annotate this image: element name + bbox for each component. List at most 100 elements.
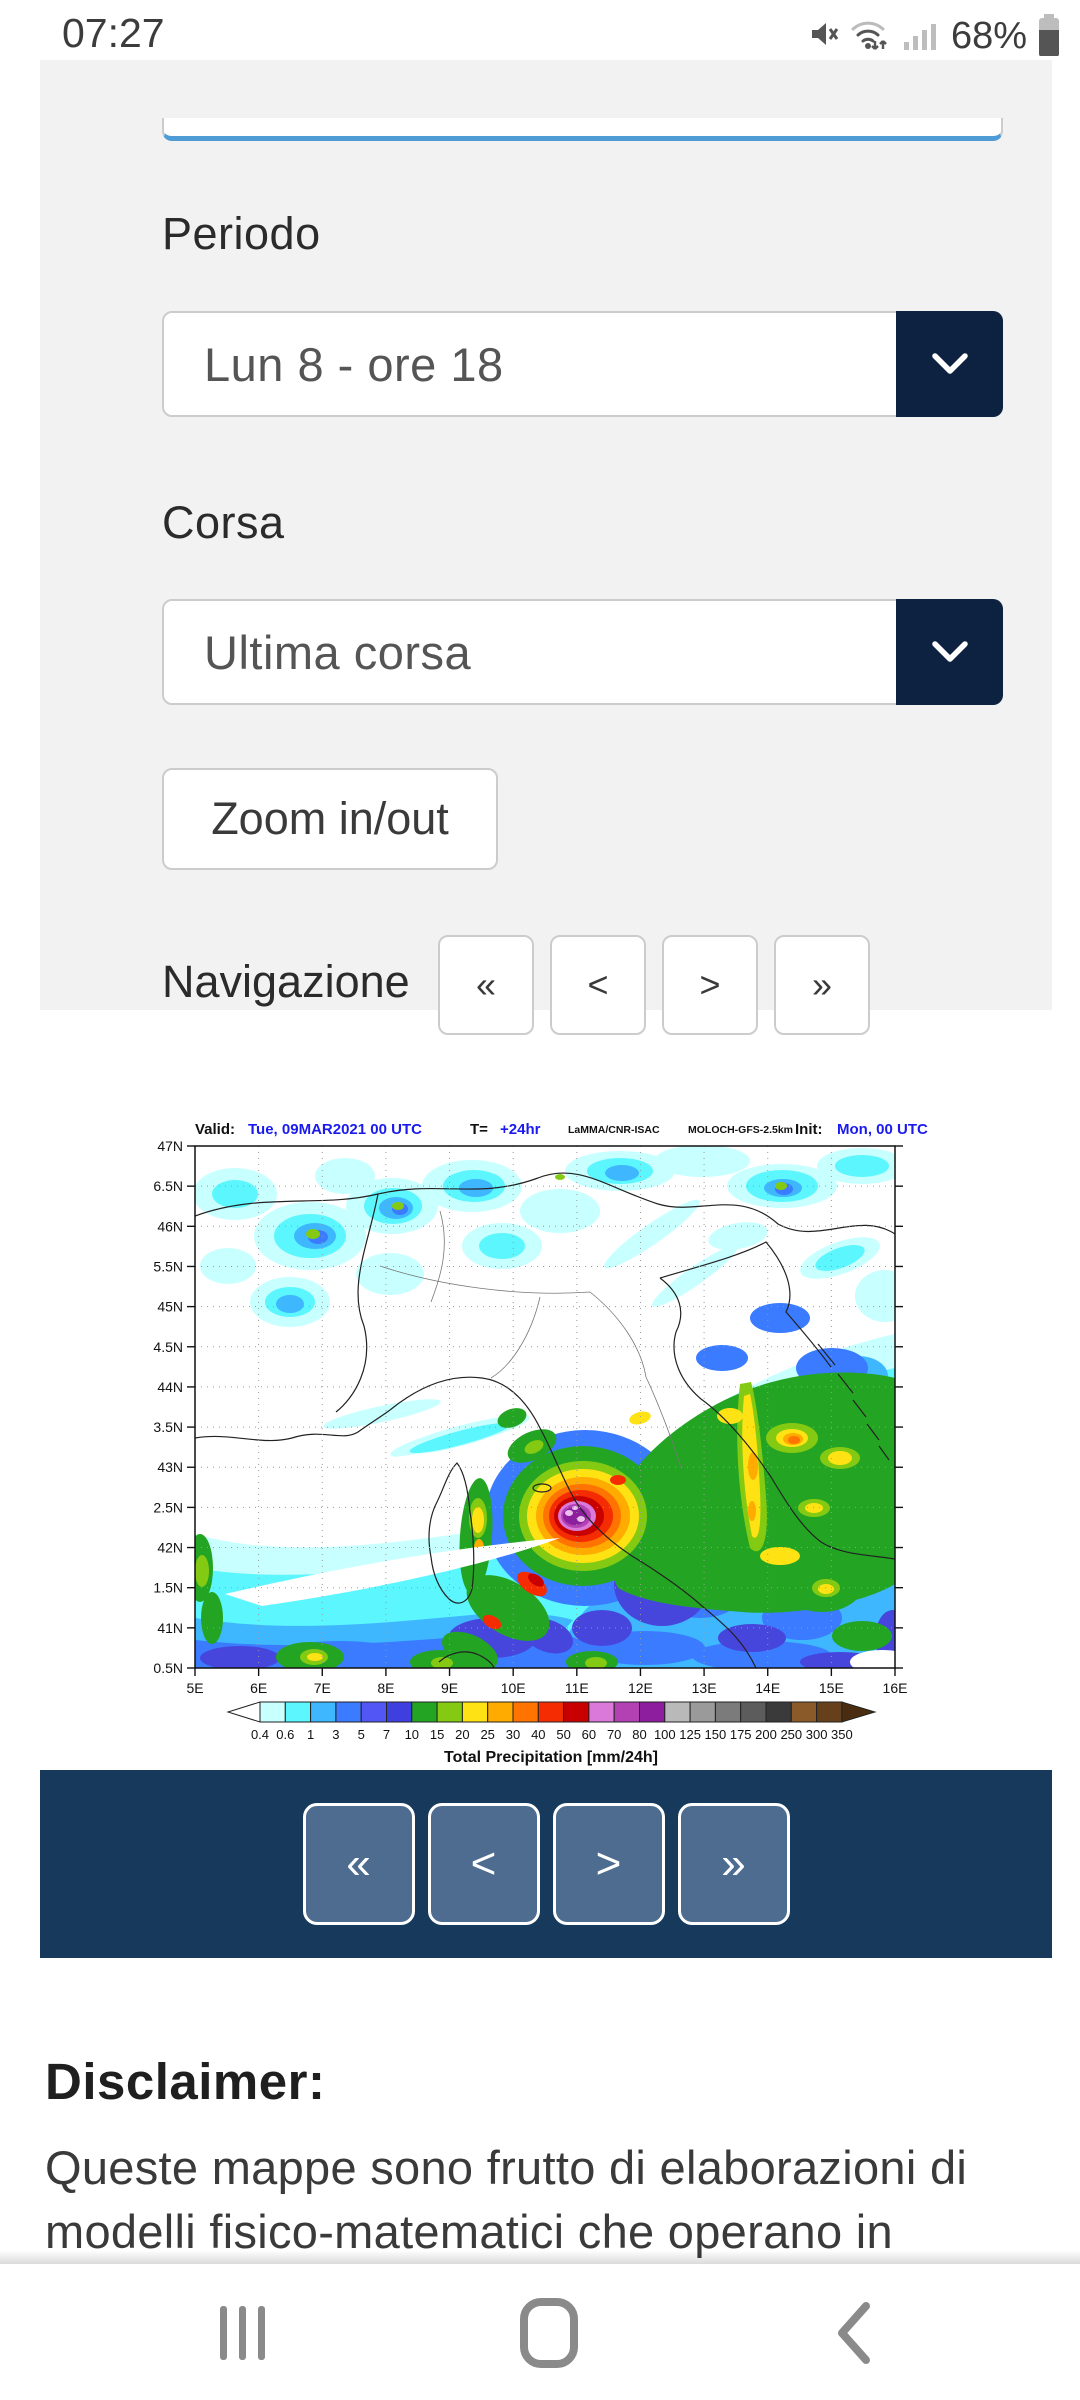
map-model-name: LaMMA/CNR-ISAC (568, 1124, 660, 1136)
svg-text:0.4: 0.4 (251, 1727, 269, 1742)
svg-text:250: 250 (780, 1727, 802, 1742)
status-time: 07:27 (62, 10, 165, 56)
chevron-down-icon[interactable] (896, 311, 1003, 417)
status-bar: 07:27 68% (0, 0, 1080, 64)
svg-text:60: 60 (582, 1727, 596, 1742)
map-nav-next-button[interactable]: > (552, 1803, 665, 1925)
corsa-select-value: Ultima corsa (204, 625, 472, 679)
periodo-label: Periodo (162, 208, 321, 259)
svg-text:2.5N: 2.5N (153, 1499, 183, 1515)
disclaimer-text: Queste mappe sono frutto di elaborazioni… (45, 2141, 968, 2258)
svg-text:46N: 46N (157, 1218, 183, 1234)
nav-last-button[interactable]: » (774, 935, 870, 1035)
zoom-inout-button[interactable]: Zoom in/out (162, 768, 498, 870)
battery-percent: 68% (950, 15, 1027, 57)
svg-text:150: 150 (705, 1727, 727, 1742)
svg-text:5.5N: 5.5N (153, 1258, 183, 1274)
map-axes: 47N 6.5N 46N 5.5N 45N 4.5N 44N 3.5N 43N 2.5N 42N 1.… (153, 1138, 907, 1696)
svg-text:125: 125 (679, 1727, 701, 1742)
forecast-map-image: Valid: Tue, 09MAR2021 00 UTC T= +24hr La… (140, 1116, 1020, 1768)
map-model-config: MOLOCH-GFS-2.5km (688, 1124, 793, 1136)
corsa-label: Corsa (162, 497, 285, 548)
precipitation-field (195, 1146, 895, 1668)
map-nav-prev-button[interactable]: < (427, 1803, 540, 1925)
status-icons: 68% (804, 12, 1062, 61)
svg-text:40: 40 (531, 1727, 545, 1742)
svg-text:7: 7 (383, 1727, 390, 1742)
disclaimer-heading: Disclaimer: (45, 2053, 326, 2110)
svg-text:30: 30 (506, 1727, 520, 1742)
map-valid-value: Tue, 09MAR2021 00 UTC (248, 1121, 422, 1138)
svg-text:6E: 6E (250, 1680, 267, 1696)
svg-text:175: 175 (730, 1727, 752, 1742)
nav-first-button[interactable]: « (438, 935, 534, 1035)
battery-icon (1036, 12, 1062, 61)
controls-panel: Periodo Lun 8 - ore 18 Corsa Ultima cors… (40, 60, 1052, 1035)
svg-text:12E: 12E (628, 1680, 653, 1696)
map-navigation-bar: « < > » (40, 1770, 1052, 1958)
svg-text:20: 20 (455, 1727, 469, 1742)
svg-text:41N: 41N (157, 1620, 183, 1636)
android-navigation-bar (0, 2264, 1080, 2400)
svg-text:43N: 43N (157, 1459, 183, 1475)
svg-text:4.5N: 4.5N (153, 1339, 183, 1355)
wifi-icon (849, 15, 893, 58)
nav-next-button[interactable]: > (662, 935, 758, 1035)
svg-text:11E: 11E (565, 1680, 589, 1696)
map-valid-label: Valid: (195, 1121, 235, 1138)
mute-vibrate-icon (804, 16, 840, 57)
nav-bar-shadow (0, 2250, 1080, 2264)
map-nav-first-button[interactable]: « (302, 1803, 415, 1925)
svg-text:45N: 45N (157, 1299, 183, 1315)
svg-text:47N: 47N (157, 1138, 183, 1154)
map-t-value: +24hr (500, 1121, 541, 1138)
svg-text:100: 100 (654, 1727, 676, 1742)
colorbar-title: Total Precipitation [mm/24h] (444, 1749, 658, 1766)
map-init-label: Init: (795, 1121, 823, 1138)
svg-text:13E: 13E (692, 1680, 717, 1696)
plot-border (194, 1145, 896, 1669)
periodo-select-value: Lun 8 - ore 18 (204, 337, 504, 391)
back-icon[interactable] (838, 2302, 870, 2364)
svg-text:44N: 44N (157, 1379, 183, 1395)
signal-strength-icon (902, 16, 942, 57)
svg-text:0.6: 0.6 (276, 1727, 294, 1742)
svg-text:10E: 10E (501, 1680, 526, 1696)
colorbar: 0.4 0.6 1 3 5 7 10 15 20 25 30 40 50 60 70 80 100 125 150 1… (226, 1701, 877, 1742)
svg-text:16E: 16E (883, 1680, 908, 1696)
nav-prev-button[interactable]: < (550, 935, 646, 1035)
svg-text:8E: 8E (377, 1680, 394, 1696)
map-init-value: Mon, 00 UTC (837, 1121, 928, 1138)
svg-text:1.5N: 1.5N (153, 1580, 183, 1596)
svg-text:1: 1 (307, 1727, 314, 1742)
svg-text:42N: 42N (157, 1540, 183, 1556)
svg-text:70: 70 (607, 1727, 621, 1742)
svg-text:350: 350 (831, 1727, 853, 1742)
home-icon[interactable] (520, 2298, 578, 2368)
map-nav-last-button[interactable]: » (677, 1803, 790, 1925)
svg-text:300: 300 (806, 1727, 828, 1742)
svg-text:80: 80 (632, 1727, 646, 1742)
svg-text:25: 25 (480, 1727, 494, 1742)
svg-text:5: 5 (358, 1727, 365, 1742)
svg-text:6.5N: 6.5N (153, 1178, 183, 1194)
svg-text:200: 200 (755, 1727, 777, 1742)
svg-text:0.5N: 0.5N (153, 1660, 183, 1676)
chevron-down-icon[interactable] (896, 599, 1003, 705)
svg-text:15: 15 (430, 1727, 444, 1742)
corsa-select[interactable]: Ultima corsa (162, 599, 1003, 705)
svg-text:50: 50 (556, 1727, 570, 1742)
navigazione-label: Navigazione (162, 956, 410, 1007)
partial-select-focused[interactable] (162, 118, 1003, 141)
svg-text:3: 3 (332, 1727, 339, 1742)
svg-text:15E: 15E (819, 1680, 844, 1696)
svg-text:5E: 5E (186, 1680, 203, 1696)
map-t-label: T= (470, 1121, 488, 1138)
recents-icon[interactable] (220, 2306, 265, 2360)
svg-text:10: 10 (405, 1727, 419, 1742)
svg-text:3.5N: 3.5N (153, 1419, 183, 1435)
periodo-select[interactable]: Lun 8 - ore 18 (162, 311, 1003, 417)
svg-text:7E: 7E (314, 1680, 331, 1696)
svg-text:9E: 9E (441, 1680, 458, 1696)
